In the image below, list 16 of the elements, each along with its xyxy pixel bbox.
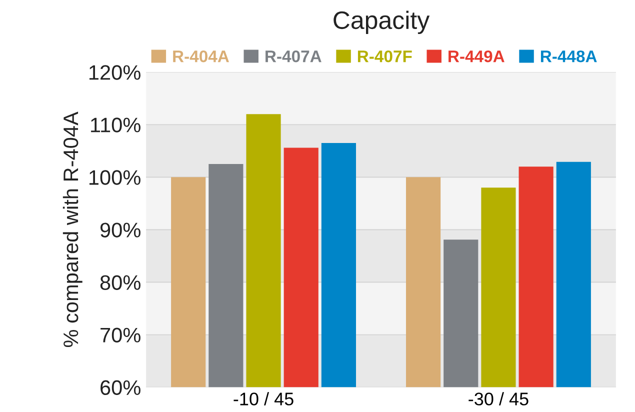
x-tick-label: -10 / 45 [234, 392, 294, 406]
y-tick-label: 80% [100, 275, 140, 290]
legend-label: R-407F [358, 50, 412, 62]
y-tick-label: 110% [91, 118, 140, 132]
legend-label: R-449A [448, 50, 504, 62]
legend-label: R-407A [266, 50, 322, 62]
legend-label: R-448A [540, 50, 597, 62]
y-axis-title: % compared with R-404A [62, 112, 82, 348]
y-tick-label: 100% [89, 170, 140, 185]
y-tick-label: 90% [100, 222, 140, 238]
y-tick-label: 70% [100, 328, 140, 343]
x-tick-label: -30 / 45 [468, 392, 528, 406]
legend-label: R-404A [173, 50, 229, 62]
y-tick-label: 60% [100, 380, 140, 396]
chart-title: Capacity [334, 10, 430, 34]
y-tick-label: 120% [89, 65, 140, 80]
